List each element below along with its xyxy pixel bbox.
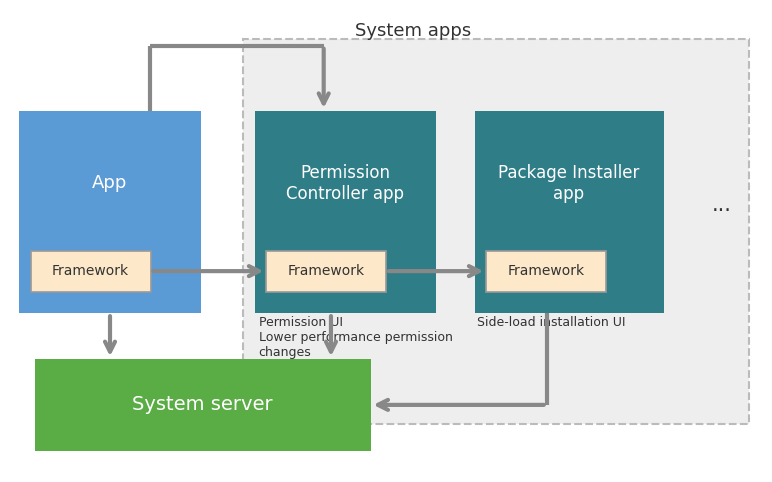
FancyBboxPatch shape: [31, 251, 151, 292]
Text: Framework: Framework: [52, 264, 129, 279]
Text: Framework: Framework: [507, 264, 584, 279]
FancyBboxPatch shape: [475, 111, 664, 313]
Text: System apps: System apps: [355, 22, 471, 40]
Text: Permission
Controller app: Permission Controller app: [286, 164, 404, 202]
FancyBboxPatch shape: [19, 111, 201, 313]
FancyBboxPatch shape: [243, 39, 749, 424]
Text: System server: System server: [132, 395, 273, 415]
Text: Permission UI
Lower performance permission
changes: Permission UI Lower performance permissi…: [259, 316, 452, 359]
FancyBboxPatch shape: [266, 251, 386, 292]
Text: Framework: Framework: [287, 264, 364, 279]
Text: Package Installer
app: Package Installer app: [498, 164, 640, 202]
Text: ...: ...: [712, 195, 732, 215]
Text: Side-load installation UI: Side-load installation UI: [477, 316, 625, 329]
FancyBboxPatch shape: [255, 111, 436, 313]
FancyBboxPatch shape: [35, 359, 371, 451]
Text: App: App: [92, 174, 127, 192]
FancyBboxPatch shape: [486, 251, 606, 292]
